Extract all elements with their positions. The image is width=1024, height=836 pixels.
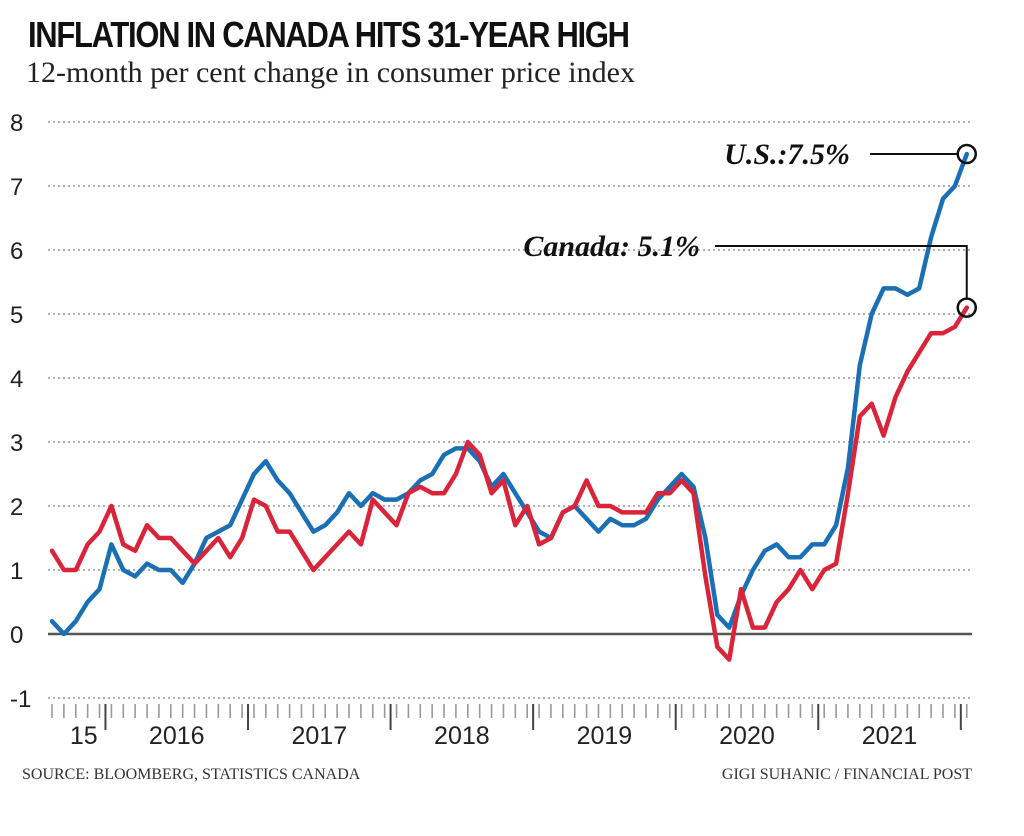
series-line-canada: [49, 305, 970, 662]
canada-leader-line: [715, 245, 968, 299]
series-lines: [49, 151, 970, 662]
y-tick-label: 7: [10, 174, 23, 201]
x-tick-label: 2017: [291, 722, 347, 750]
canada-end-label: Canada: 5.1%: [523, 230, 700, 263]
x-tick-label: 2020: [719, 722, 775, 750]
series-line-us: [49, 151, 970, 637]
credit-note: GIGI SUHANIC / FINANCIAL POST: [721, 766, 972, 783]
y-axis: 8 7 6 5 4 3 2 1 0 -1: [10, 110, 31, 713]
y-tick-label: 8: [10, 110, 23, 137]
y-tick-label: 4: [10, 366, 23, 393]
y-tick-label: 3: [10, 430, 23, 457]
chart-title: INFLATION IN CANADA HITS 31-YEAR HIGH: [28, 14, 630, 55]
source-note: SOURCE: BLOOMBERG, STATISTICS CANADA: [22, 766, 361, 783]
y-tick-label: 0: [10, 622, 23, 649]
x-tick-label: 2016: [149, 722, 205, 750]
x-tick-label: 2018: [434, 722, 490, 750]
x-axis: 15 2016 2017 2018 2019 2020 2021: [51, 704, 968, 750]
y-tick-label: 6: [10, 238, 23, 265]
gridlines: [48, 121, 972, 699]
annotations: U.S.:7.5% Canada: 5.1%: [523, 138, 978, 318]
y-tick-label: -1: [10, 686, 31, 713]
canada-end-marker: [956, 297, 978, 318]
x-tick-label: 2019: [577, 722, 633, 750]
y-tick-label: 1: [10, 558, 23, 585]
x-tick-label: 2021: [862, 722, 918, 750]
y-tick-label: 5: [10, 302, 23, 329]
y-tick-label: 2: [10, 494, 23, 521]
chart-subtitle: 12-month per cent change in consumer pri…: [26, 56, 635, 89]
us-end-marker: [956, 143, 978, 165]
us-end-label: U.S.:7.5%: [724, 138, 850, 171]
x-tick-label: 15: [70, 722, 98, 750]
